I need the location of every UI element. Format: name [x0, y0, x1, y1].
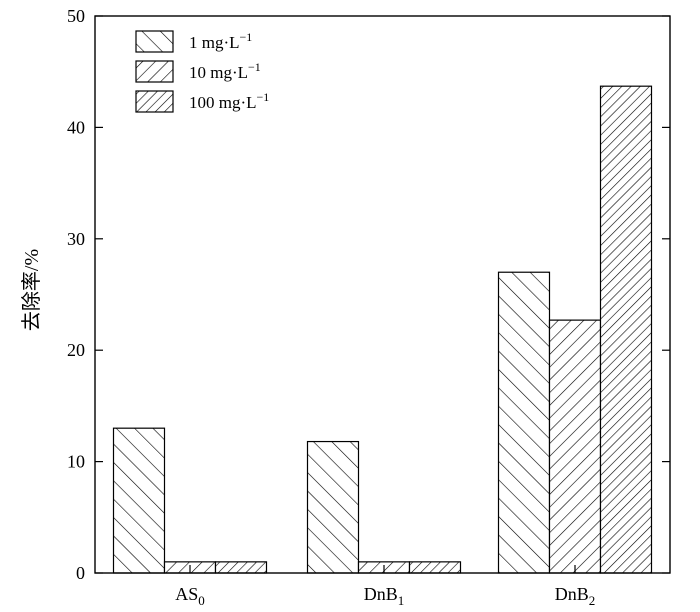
legend-label: 10 mg·L−1 [189, 60, 261, 82]
legend-swatch [135, 90, 174, 113]
bar-series1-cat3 [497, 271, 551, 574]
y-tick-label: 20 [67, 340, 85, 360]
bar-series3-cat3 [599, 85, 653, 574]
legend: 1 mg·L−1 10 mg·L−1 100 mg·L−1 [135, 30, 269, 113]
x-category-label: DnB2 [555, 584, 596, 608]
y-tick-label: 0 [76, 563, 85, 583]
plot-frame [94, 15, 671, 574]
bar-series3-cat2 [408, 561, 462, 574]
x-category-label: DnB1 [364, 584, 405, 608]
bar-series1-cat1 [112, 427, 166, 574]
y-tick-label: 10 [67, 452, 85, 472]
x-category-label: AS0 [175, 584, 205, 608]
axis-layer: 0 10 20 30 40 50 AS0 DnB1 DnB2 [67, 6, 671, 608]
legend-swatch [135, 60, 174, 83]
legend-label: 100 mg·L−1 [189, 90, 269, 112]
y-tick-label: 30 [67, 229, 85, 249]
bar-series1-cat2 [306, 440, 360, 574]
y-axis-label: 去除率/% [20, 249, 43, 331]
legend-swatch [135, 30, 174, 53]
legend-label: 1 mg·L−1 [189, 30, 252, 52]
bar-series2-cat3 [548, 319, 602, 574]
y-tick-label: 40 [67, 117, 85, 137]
bar-series3-cat1 [214, 561, 268, 574]
y-tick-label: 50 [67, 6, 85, 26]
bars-layer [112, 85, 653, 574]
